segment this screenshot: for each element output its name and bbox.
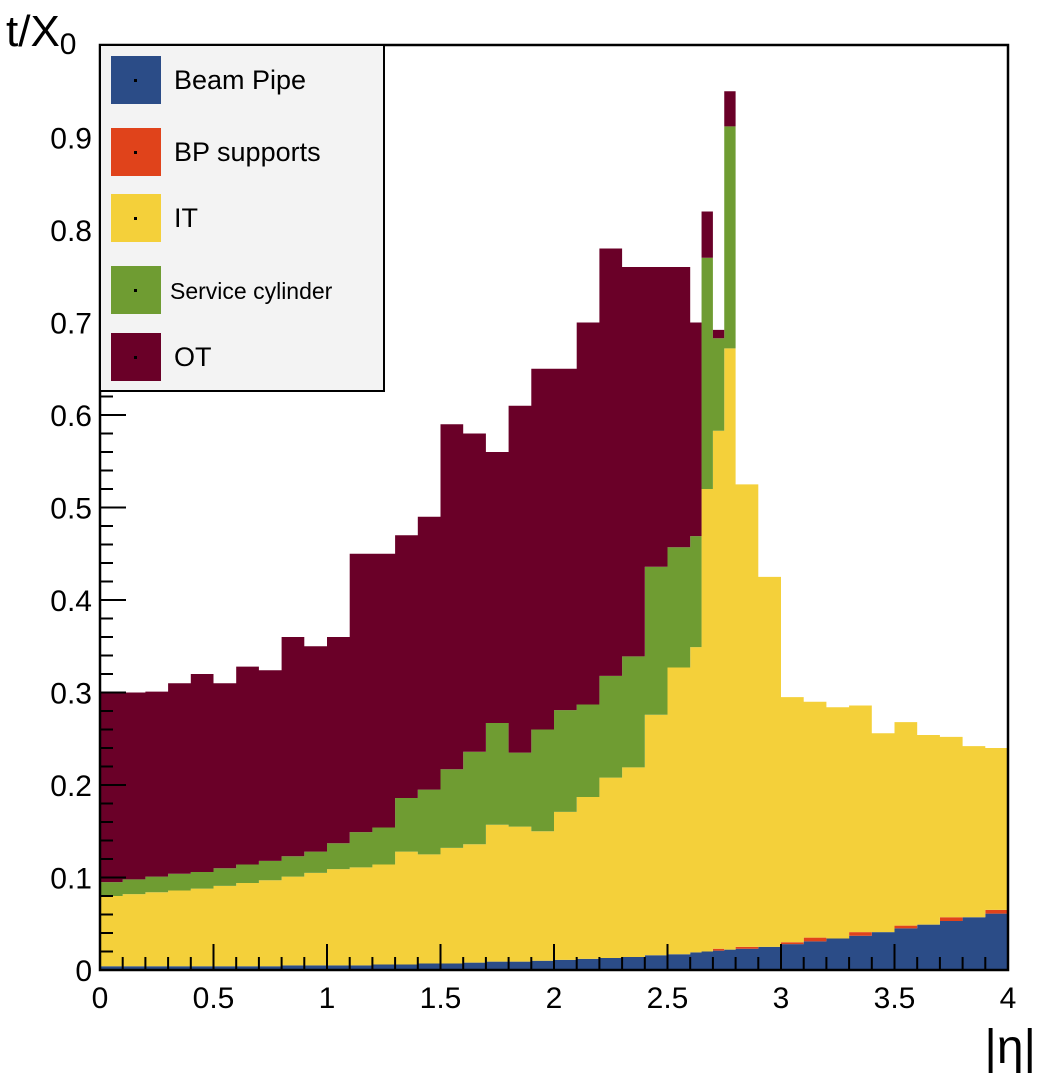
y-tick-label: 0.8 [50,215,92,248]
y-tick-label: 0.6 [50,400,92,433]
x-axis-title: |η| [984,1021,1036,1074]
x-tick-label: 4 [1000,982,1017,1015]
legend-marker-ot [134,356,137,359]
y-tick-label: 0.4 [50,585,92,618]
legend-marker-beam-pipe [134,79,137,82]
y-axis-title-subscript: 0 [60,28,77,61]
y-tick-label: 0.1 [50,863,92,896]
legend-label-bp-supports: BP supports [174,137,321,167]
x-tick-label: 1.5 [420,982,462,1015]
x-tick-label: 1 [319,982,336,1015]
x-tick-label: 0.5 [193,982,235,1015]
legend-label-it: IT [174,203,198,233]
legend-marker-service-cylinder [134,289,137,292]
legend-marker-bp-supports [134,151,137,154]
x-tick-label: 3 [773,982,790,1015]
x-tick-label: 3.5 [874,982,916,1015]
legend-label-service-cylinder: Service cylinder [170,278,333,304]
y-tick-label: 0.3 [50,678,92,711]
y-tick-label: 0.9 [50,123,92,156]
legend-label-ot: OT [174,342,212,372]
legend-label-beam-pipe: Beam Pipe [174,65,306,95]
y-tick-label: 0.5 [50,493,92,526]
y-tick-label: 0 [75,955,92,988]
y-tick-label: 0.2 [50,770,92,803]
x-tick-label: 0 [92,982,109,1015]
x-tick-label: 2.5 [647,982,689,1015]
legend-marker-it [134,217,137,220]
legend: Beam Pipe BP supports IT Service cylinder OT [100,45,384,391]
y-tick-label: 0.7 [50,308,92,341]
x-tick-label: 2 [546,982,563,1015]
